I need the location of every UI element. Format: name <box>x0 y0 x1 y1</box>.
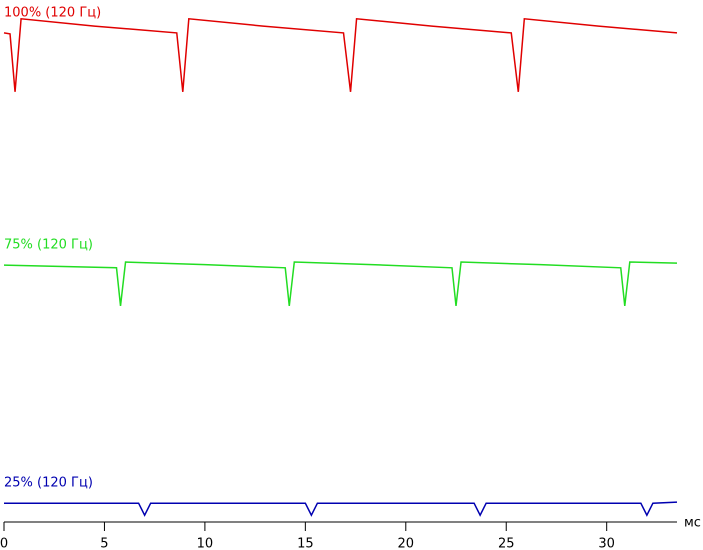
series-label: 100% (120 Гц) <box>4 5 101 20</box>
x-tick-label: 0 <box>0 537 8 550</box>
series-label: 25% (120 Гц) <box>4 476 93 491</box>
x-axis-label: мс <box>684 516 701 531</box>
series-label: 75% (120 Гц) <box>4 238 93 253</box>
x-tick-label: 25 <box>498 537 515 550</box>
series-line <box>3 261 678 306</box>
series-line <box>3 17 678 92</box>
x-tick-label: 15 <box>297 537 314 550</box>
x-tick-label: 30 <box>598 537 615 550</box>
x-tick-label: 10 <box>197 537 214 550</box>
x-tick-label: 20 <box>398 537 415 550</box>
x-tick-label: 5 <box>100 537 108 550</box>
series-line <box>4 501 678 517</box>
